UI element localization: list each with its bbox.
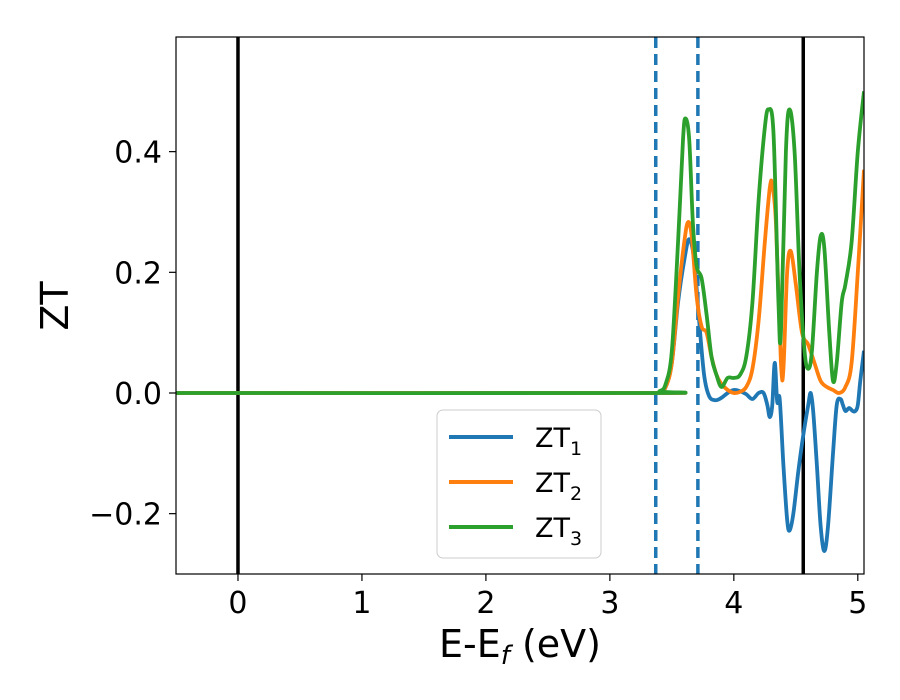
x-axis-title-main: E-E [439, 622, 501, 666]
y-tick-label: −0.2 [89, 498, 162, 533]
x-axis-title-unit: (eV) [510, 622, 601, 666]
y-axis-title: ZT [33, 281, 77, 331]
plot-frame [175, 36, 865, 575]
x-tick-label: 0 [228, 586, 247, 621]
series-line-zt2 [176, 169, 864, 395]
legend-label-zt2: ZT2 [535, 468, 582, 505]
y-tick-label: 0.2 [114, 256, 162, 291]
series-line-zt1 [176, 237, 864, 553]
x-axis-title: E-Ef (eV) [439, 622, 601, 671]
x-tick-label: 2 [476, 586, 495, 621]
x-tick-label: 4 [724, 586, 743, 621]
x-tick-label: 5 [848, 586, 867, 621]
series-lines [176, 91, 864, 553]
reference-lines [236, 37, 806, 574]
x-axis: 0 1 2 3 4 5 [228, 574, 867, 621]
x-tick-label: 3 [600, 586, 619, 621]
y-axis: −0.2 0.0 0.2 0.4 [89, 136, 176, 533]
series-line-zt3 [176, 91, 864, 396]
legend-label-zt1: ZT1 [535, 423, 582, 460]
legend-label-zt3: ZT3 [535, 513, 582, 550]
legend-box [436, 409, 602, 559]
y-tick-label: 0.0 [114, 377, 162, 412]
x-tick-label: 1 [352, 586, 371, 621]
y-tick-label: 0.4 [114, 136, 162, 171]
legend: ZT1 ZT2 ZT3 [436, 409, 602, 559]
